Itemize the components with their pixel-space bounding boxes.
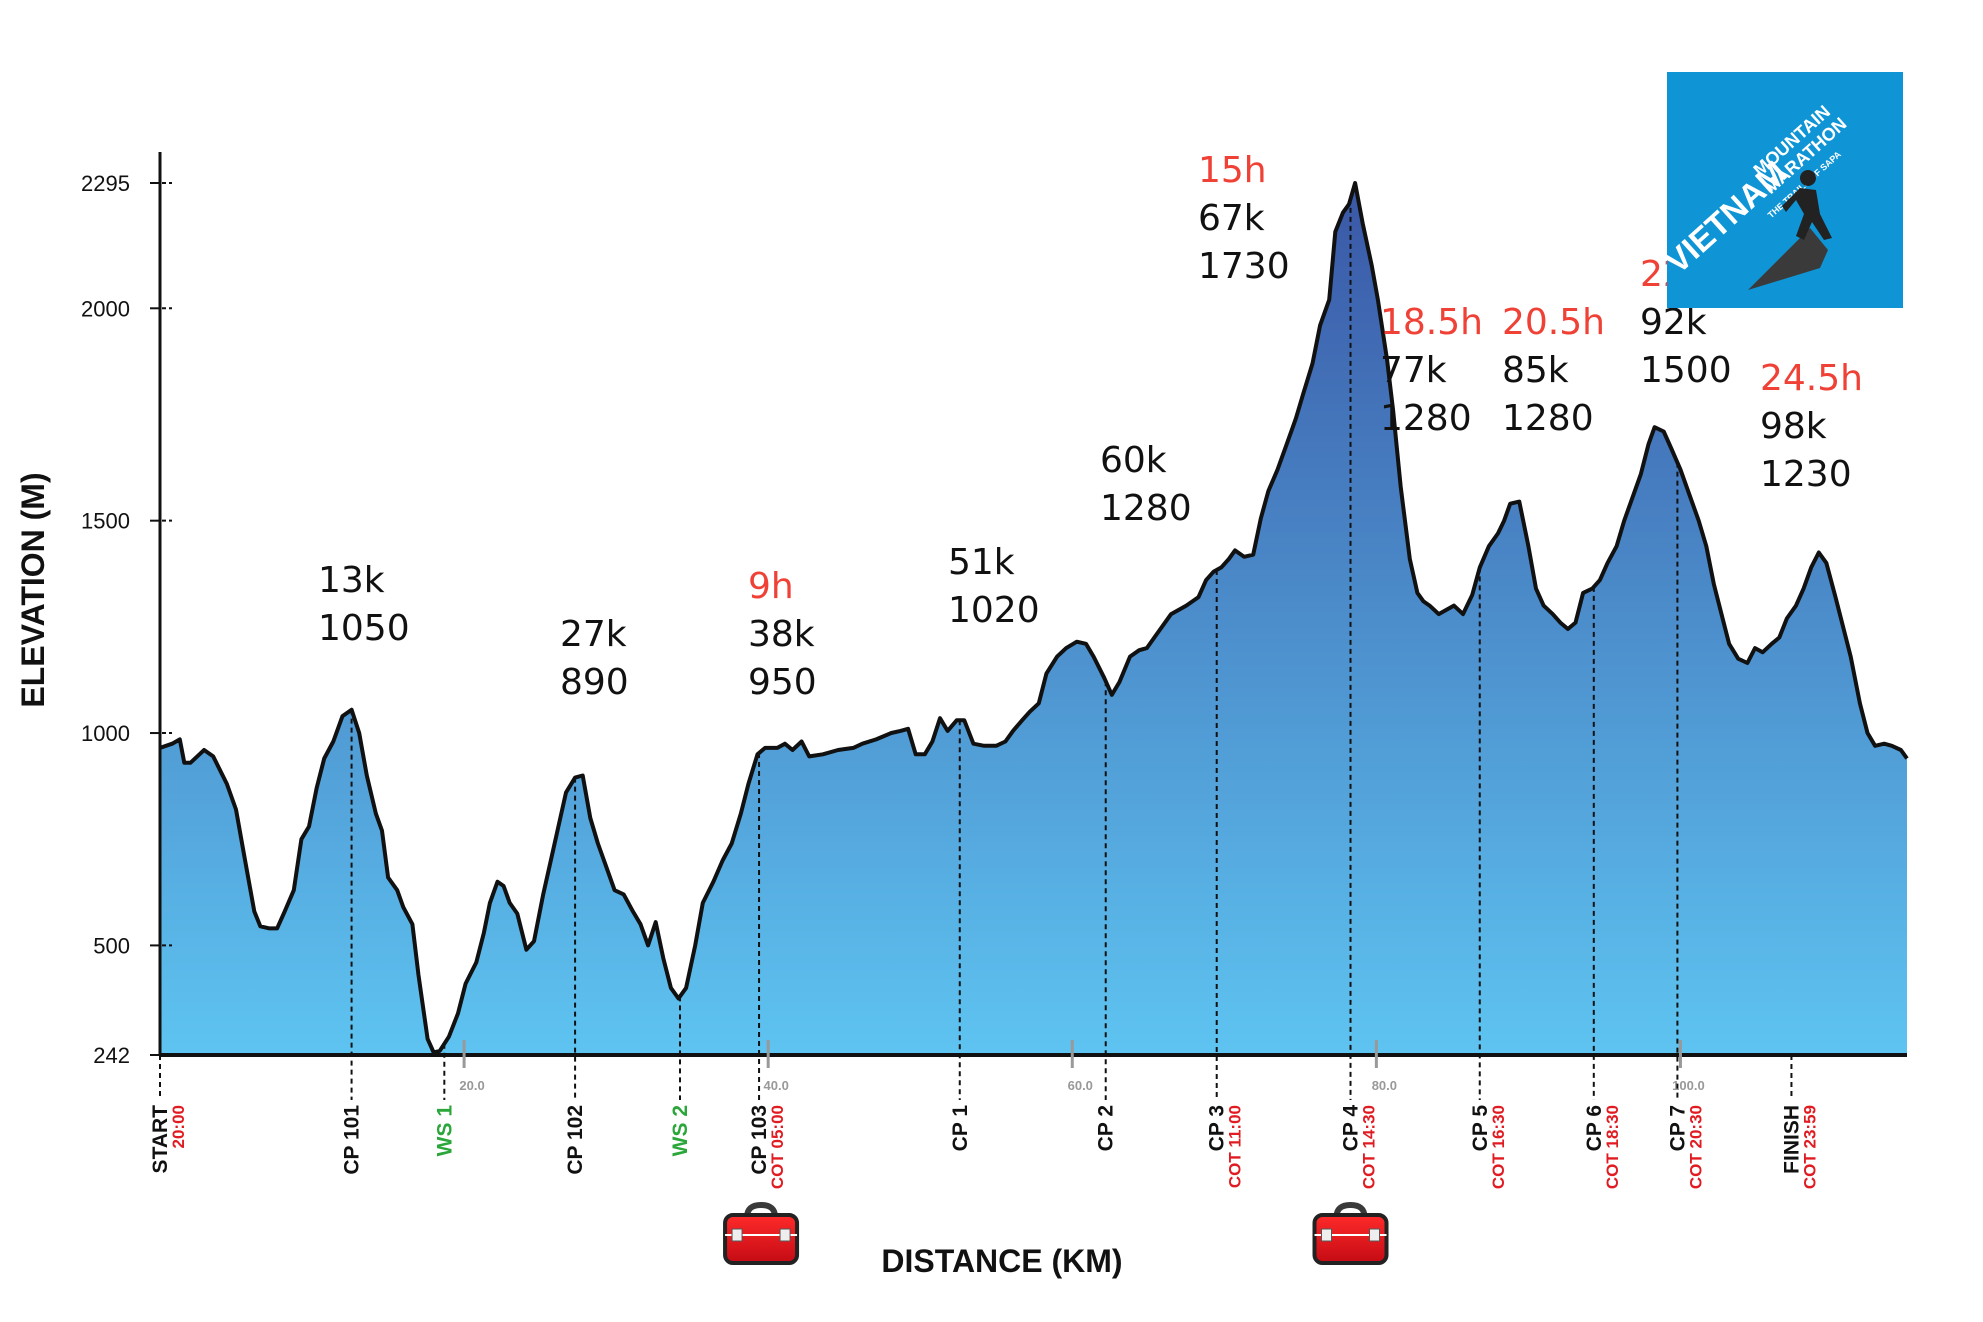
checkpoint-label: START <box>149 1105 172 1174</box>
checkpoint-cutoff: COT 05:00 <box>768 1105 787 1189</box>
checkpoint-label: CP 6 <box>1583 1105 1606 1151</box>
annotation-time: 24.5h <box>1760 358 1863 399</box>
first-aid-kit-icon <box>1312 1201 1389 1265</box>
checkpoint-annotations: 13k 1050 27k 890 9h 38k 950 51k 1020 60k 1280 15h 67… <box>318 150 1863 703</box>
annotation-km: 38k <box>748 614 815 655</box>
checkpoint-label: CP 1 <box>949 1105 972 1152</box>
checkpoint-label: CP 2 <box>1095 1105 1118 1151</box>
checkpoint-cutoff: COT 23:59 <box>1800 1105 1819 1189</box>
checkpoint-cutoff: COT 16:30 <box>1489 1105 1508 1189</box>
checkpoint-cutoff: 20:00 <box>169 1105 188 1148</box>
vietnam-mountain-marathon-logo: VIETNAM MOUNTAIN MARATHON THE TRAILS OF … <box>1658 72 1903 308</box>
checkpoint-label: CP 101 <box>341 1105 364 1175</box>
checkpoint-label: CP 7 <box>1666 1105 1689 1151</box>
checkpoint-label: WS 1 <box>433 1105 456 1157</box>
annotation-km: 67k <box>1198 198 1265 239</box>
runner-icon <box>1782 170 1832 240</box>
checkpoint-cutoff: COT 18:30 <box>1603 1105 1622 1189</box>
x-ticks: 20.0 40.0 60.0 80.0 100.0 <box>459 1040 1705 1093</box>
y-tick-label: 1000 <box>81 721 130 746</box>
x-tick-label: 40.0 <box>764 1078 789 1093</box>
x-tick-label: 20.0 <box>459 1078 484 1093</box>
elevation-line <box>159 181 1909 1055</box>
annotation-km: 27k <box>560 614 627 655</box>
checkpoint-label: CP 103 <box>748 1105 771 1175</box>
y-tick-label: 500 <box>93 933 130 958</box>
annotation-km: 92k <box>1640 302 1707 343</box>
checkpoint-cutoff: COT 20:30 <box>1686 1105 1705 1189</box>
checkpoint-label: FINISH <box>1780 1105 1803 1174</box>
annotation-elevation: 1020 <box>948 590 1040 631</box>
annotation-time: 15h <box>1198 150 1267 191</box>
y-tick-label: 2295 <box>81 171 130 196</box>
annotation-elevation: 1730 <box>1198 246 1290 287</box>
x-tick-label: 100.0 <box>1672 1078 1705 1093</box>
checkpoint-label: CP 102 <box>564 1105 587 1175</box>
checkpoint-lines <box>159 198 1793 1100</box>
annotation-time: 9h <box>748 566 794 607</box>
x-tick-label: 80.0 <box>1372 1078 1397 1093</box>
elevation-area <box>160 183 1907 1055</box>
annotation-km: 85k <box>1502 350 1569 391</box>
annotation-km: 98k <box>1760 406 1827 447</box>
y-tick-label: 1500 <box>81 509 130 534</box>
annotation-km: 77k <box>1380 350 1447 391</box>
checkpoint-label: CP 5 <box>1469 1105 1492 1152</box>
y-ticks: 242 500 1000 1500 2000 2295 <box>81 171 172 1068</box>
annotation-elevation: 1230 <box>1760 454 1852 495</box>
annotation-time: 18.5h <box>1380 302 1483 343</box>
annotation-elevation: 1280 <box>1502 398 1594 439</box>
annotation-km: 13k <box>318 560 385 601</box>
annotation-elevation: 1500 <box>1640 350 1732 391</box>
checkpoint-cutoff: COT 14:30 <box>1360 1105 1379 1189</box>
annotation-elevation: 1280 <box>1380 398 1472 439</box>
y-tick-label: 242 <box>93 1043 130 1068</box>
annotation-elevation: 890 <box>560 662 629 703</box>
x-axis-title: DISTANCE (KM) <box>881 1243 1122 1279</box>
medical-kits <box>723 1201 1389 1265</box>
checkpoint-label: CP 4 <box>1340 1105 1363 1152</box>
checkpoint-cutoff: COT 11:00 <box>1226 1105 1245 1188</box>
annotation-elevation: 1050 <box>318 608 410 649</box>
annotation-time: 20.5h <box>1502 302 1605 343</box>
x-tick-label: 60.0 <box>1068 1078 1093 1093</box>
annotation-km: 60k <box>1100 440 1167 481</box>
annotation-elevation: 1280 <box>1100 488 1192 529</box>
y-axis-title: ELEVATION (M) <box>15 472 51 707</box>
first-aid-kit-icon <box>723 1201 800 1265</box>
annotation-elevation: 950 <box>748 662 817 703</box>
checkpoint-label: WS 2 <box>669 1105 692 1156</box>
checkpoint-label: CP 3 <box>1206 1105 1229 1151</box>
y-tick-label: 2000 <box>81 296 130 321</box>
annotation-km: 51k <box>948 542 1015 583</box>
